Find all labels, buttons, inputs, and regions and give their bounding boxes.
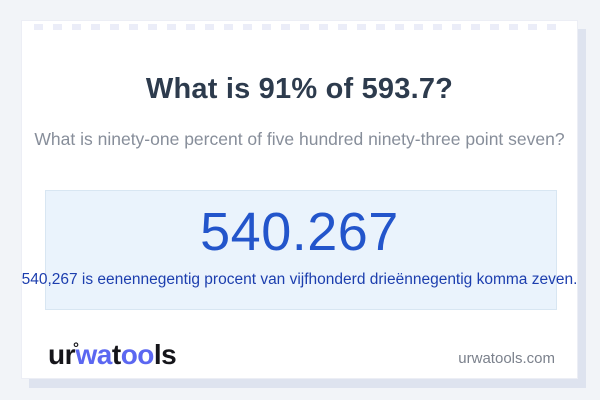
logo-part-ur: ur xyxy=(48,339,76,370)
question-title: What is 91% of 593.7? xyxy=(145,73,454,105)
answer-value: 540.267 xyxy=(200,202,399,262)
degree-icon: ° xyxy=(73,340,79,357)
question-words-subtitle: What is ninety-one percent of five hundr… xyxy=(34,129,565,149)
answer-words-sentence: 540,267 is eenennegentig procent van vij… xyxy=(21,271,578,288)
logo-part-ls: ls xyxy=(153,339,177,370)
logo-part-t: t xyxy=(111,339,121,370)
brand-logo[interactable]: ur°watools xyxy=(48,337,177,373)
decorative-dash-strip xyxy=(34,24,565,30)
calculator-card: What is 91% of 593.7? What is ninety-one… xyxy=(21,20,578,379)
site-domain-link[interactable]: urwatools.com xyxy=(458,350,555,367)
answer-box xyxy=(45,190,557,310)
logo-part-oo: oo xyxy=(120,339,155,370)
logo-part-wa: wa xyxy=(75,339,113,370)
